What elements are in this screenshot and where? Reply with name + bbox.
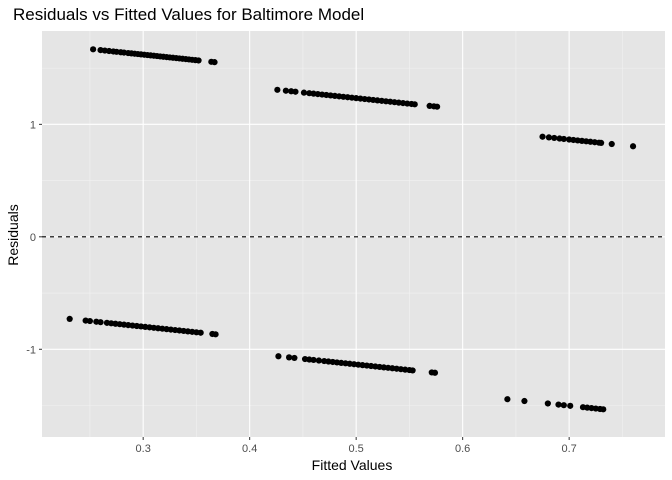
data-point [539,133,546,140]
data-point [551,134,558,142]
data-point [285,354,293,361]
data-point [431,369,439,376]
x-axis-ticks: 0.3 0.4 0.5 0.6 0.7 [136,437,577,455]
data-point [560,135,567,143]
x-tick-label: 0.5 [349,443,364,455]
y-tick-label: 1 [30,119,36,131]
data-point [211,59,218,66]
y-axis-ticks: -1 0 1 [26,119,42,356]
major-gridlines [42,31,665,437]
data-point [555,401,562,408]
data-point [282,87,289,94]
data-point [66,315,73,323]
data-point [545,134,553,141]
data-point [433,103,441,110]
data-point [608,140,615,148]
minor-gridlines [42,31,665,437]
data-point [195,57,202,64]
data-point [97,319,104,326]
data-point [212,331,219,338]
y-tick-label: -1 [26,344,36,356]
data-point [292,88,299,95]
data-points [66,46,637,413]
data-point [567,402,574,409]
y-tick-label: 0 [30,232,36,244]
y-axis-title: Residuals [5,204,21,265]
data-point [504,396,511,403]
data-point [291,354,298,362]
plot-panel [42,31,665,437]
data-point [411,101,418,108]
x-tick-label: 0.4 [242,443,257,455]
data-point [315,357,322,364]
data-point [310,356,317,364]
data-point [598,139,605,147]
data-point [86,317,94,325]
data-point [544,400,551,407]
data-point [300,89,308,96]
x-axis-title: Fitted Values [312,457,393,473]
x-tick-label: 0.6 [455,443,470,455]
x-tick-label: 0.7 [562,443,577,455]
data-point [560,402,567,409]
data-point [197,329,204,336]
x-tick-label: 0.3 [136,443,151,455]
data-point [90,46,97,53]
data-point [629,143,637,150]
chart-title: Residuals vs Fitted Values for Baltimore… [13,5,364,24]
data-point [275,353,282,360]
data-point [409,367,416,374]
data-point [274,86,281,93]
data-point [600,406,607,413]
data-point [521,397,528,405]
